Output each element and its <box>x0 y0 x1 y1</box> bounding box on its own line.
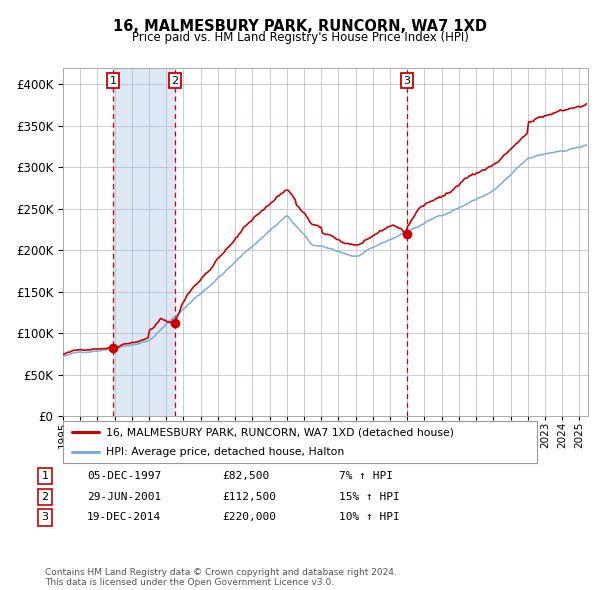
Text: Contains HM Land Registry data © Crown copyright and database right 2024.
This d: Contains HM Land Registry data © Crown c… <box>45 568 397 587</box>
Text: £82,500: £82,500 <box>222 471 269 481</box>
Text: 3: 3 <box>41 513 49 522</box>
Text: 2: 2 <box>41 492 49 502</box>
Bar <box>113 68 175 416</box>
Text: 2: 2 <box>171 76 178 86</box>
Text: 15% ↑ HPI: 15% ↑ HPI <box>339 492 400 502</box>
Text: 16, MALMESBURY PARK, RUNCORN, WA7 1XD (detached house): 16, MALMESBURY PARK, RUNCORN, WA7 1XD (d… <box>106 427 454 437</box>
Text: 16, MALMESBURY PARK, RUNCORN, WA7 1XD: 16, MALMESBURY PARK, RUNCORN, WA7 1XD <box>113 19 487 34</box>
Text: 05-DEC-1997: 05-DEC-1997 <box>87 471 161 481</box>
Text: 3: 3 <box>403 76 410 86</box>
Text: 19-DEC-2014: 19-DEC-2014 <box>87 513 161 522</box>
Text: 1: 1 <box>41 471 49 481</box>
Text: 10% ↑ HPI: 10% ↑ HPI <box>339 513 400 522</box>
Text: HPI: Average price, detached house, Halton: HPI: Average price, detached house, Halt… <box>106 447 344 457</box>
Text: £220,000: £220,000 <box>222 513 276 522</box>
Text: £112,500: £112,500 <box>222 492 276 502</box>
Text: 1: 1 <box>110 76 117 86</box>
Text: 29-JUN-2001: 29-JUN-2001 <box>87 492 161 502</box>
Text: 7% ↑ HPI: 7% ↑ HPI <box>339 471 393 481</box>
Text: Price paid vs. HM Land Registry's House Price Index (HPI): Price paid vs. HM Land Registry's House … <box>131 31 469 44</box>
